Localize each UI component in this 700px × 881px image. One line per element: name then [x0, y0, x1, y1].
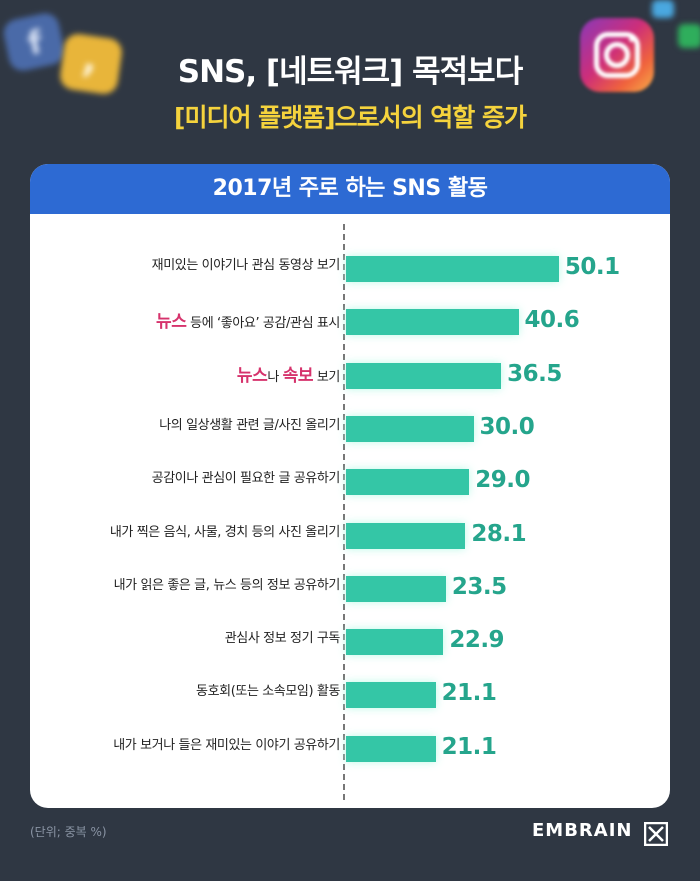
- bar: [346, 469, 470, 496]
- value-label: 30.0: [479, 413, 535, 440]
- bar: [346, 735, 436, 762]
- value-label: 40.6: [524, 307, 580, 334]
- label-text: 내가 찍은 음식, 사물, 경치 등의 사진 올리기: [109, 524, 341, 540]
- category-label: 내가 찍은 음식, 사물, 경치 등의 사진 올리기: [109, 521, 341, 551]
- category-label: 관심사 정보 정기 구독: [224, 627, 341, 657]
- category-label: 내가 보거나 들은 재미있는 이야기 공유하기: [113, 734, 340, 764]
- chart-row: 뉴스나 속보 보기 36.5: [30, 361, 670, 391]
- chart-row: 재미있는 이야기나 관심 동영상 보기 50.1: [30, 254, 670, 284]
- bar: [346, 415, 474, 442]
- category-label: 뉴스 등에 ‘좋아요’ 공감/관심 표시: [156, 307, 340, 337]
- chart-row: 공감이나 관심이 필요한 글 공유하기 29.0: [30, 467, 670, 497]
- chart-row: 내가 찍은 음식, 사물, 경치 등의 사진 올리기 28.1: [30, 521, 670, 551]
- value-label: 29.0: [475, 467, 530, 494]
- label-text: 보기: [313, 369, 341, 385]
- bar: [346, 629, 444, 656]
- category-label: 내가 읽은 좋은 글, 뉴스 등의 정보 공유하기: [113, 574, 341, 604]
- label-text: 나의 일상생활 관련 글/사진 올리기: [159, 417, 340, 433]
- category-label: 뉴스나 속보 보기: [236, 361, 341, 391]
- label-text: 나: [267, 369, 283, 385]
- highlight-word: 속보: [282, 365, 314, 386]
- chart-axis-line: [343, 224, 345, 800]
- chart-row: 내가 읽은 좋은 글, 뉴스 등의 정보 공유하기 23.5: [30, 574, 670, 604]
- bar: [346, 309, 519, 336]
- category-label: 공감이나 관심이 필요한 글 공유하기: [151, 467, 341, 497]
- value-label: 22.9: [449, 627, 505, 654]
- chart-row: 뉴스 등에 ‘좋아요’ 공감/관심 표시 40.6: [30, 307, 670, 337]
- category-label: 나의 일상생활 관련 글/사진 올리기: [159, 414, 340, 444]
- chart-row: 동호회(또는 소속모임) 활동 21.1: [30, 680, 670, 710]
- label-text: 관심사 정보 정기 구독: [224, 631, 341, 647]
- bar: [346, 575, 446, 602]
- bar: [346, 522, 466, 549]
- page-subtitle: [미디어 플랫폼]으로서의 역할 증가: [174, 103, 527, 132]
- label-text: 재미있는 이야기나 관심 동영상 보기: [151, 258, 341, 273]
- chart-title: 2017년 주로 하는 SNS 활동: [30, 164, 670, 214]
- highlight-word: 뉴스: [236, 365, 268, 386]
- chart-row: 관심사 정보 정기 구독 22.9: [30, 627, 670, 657]
- instagram-icon: [580, 18, 654, 92]
- value-label: 21.1: [441, 680, 497, 707]
- label-text: 내가 읽은 좋은 글, 뉴스 등의 정보 공유하기: [113, 577, 341, 593]
- value-label: 23.5: [451, 573, 507, 600]
- value-label: 28.1: [471, 520, 527, 547]
- chart-row: 내가 보거나 들은 재미있는 이야기 공유하기 21.1: [30, 734, 670, 764]
- bar: [346, 256, 559, 282]
- highlight-word: 뉴스: [155, 312, 187, 333]
- messenger-icon: [678, 24, 700, 48]
- label-text: 공감이나 관심이 필요한 글 공유하기: [151, 471, 341, 487]
- unit-note: (단위; 중복 %): [30, 825, 107, 839]
- value-label: 50.1: [564, 254, 620, 280]
- twitter-icon: [652, 0, 674, 18]
- embrain-logo-icon: [644, 822, 668, 846]
- value-label: 21.1: [441, 733, 497, 760]
- page-title: SNS, [네트워크] 목적보다: [177, 54, 523, 90]
- chart-card: 2017년 주로 하는 SNS 활동 재미있는 이야기나 관심 동영상 보기 50…: [30, 164, 670, 808]
- category-label: 동호회(또는 소속모임) 활동: [196, 680, 340, 710]
- value-label: 36.5: [507, 360, 562, 387]
- label-text: 등에 ‘좋아요’ 공감/관심 표시: [186, 316, 340, 332]
- label-text: 동호회(또는 소속모임) 활동: [196, 684, 340, 700]
- bar: [346, 682, 436, 709]
- bar: [346, 362, 502, 389]
- brand-logo: EMBRAIN: [532, 820, 633, 841]
- label-text: 내가 보거나 들은 재미있는 이야기 공유하기: [113, 737, 340, 753]
- category-label: 재미있는 이야기나 관심 동영상 보기: [151, 254, 341, 284]
- chart-row: 나의 일상생활 관련 글/사진 올리기 30.0: [30, 414, 670, 444]
